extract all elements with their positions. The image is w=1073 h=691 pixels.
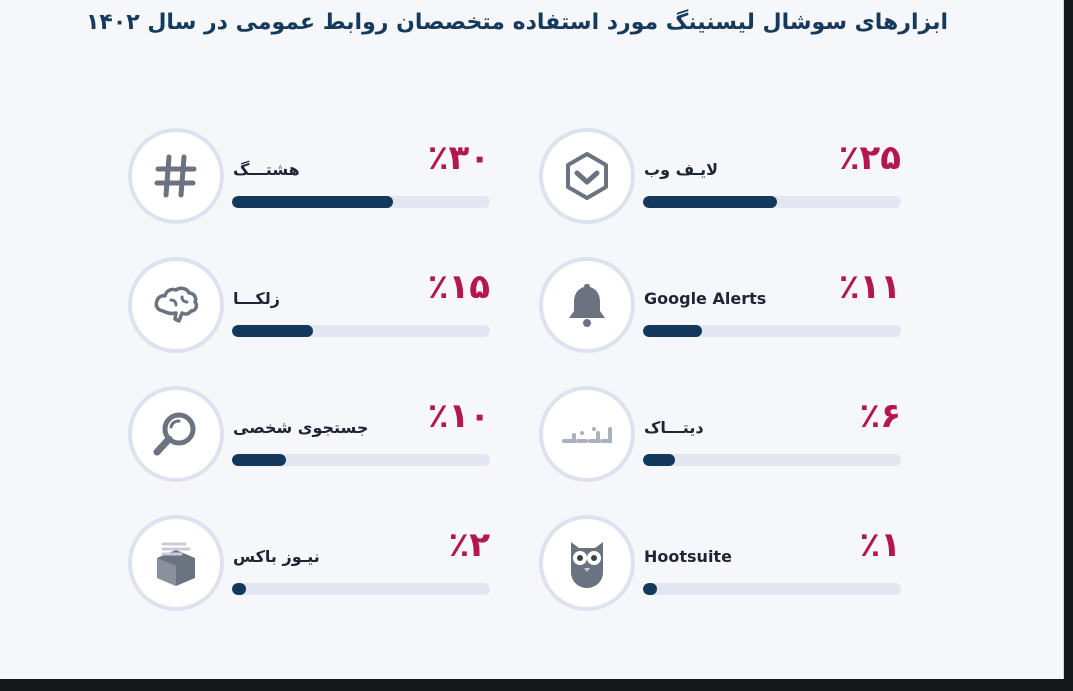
value-label: ٪۱۱ <box>838 267 901 307</box>
bar-card: نیـوز باکس ٪۲ <box>128 515 502 611</box>
owl-icon <box>539 515 635 611</box>
category-label: هشتـــگ <box>233 160 300 179</box>
category-label: زلکـــا <box>233 289 280 308</box>
bar <box>232 325 313 337</box>
hexagon-chevron-icon <box>539 128 635 224</box>
category-label: نیـوز باکس <box>233 547 320 566</box>
brain-icon <box>128 257 224 353</box>
bar <box>232 454 286 466</box>
value-label: ٪۶ <box>859 396 901 436</box>
bar-track <box>232 325 490 337</box>
bell-icon <box>539 257 635 353</box>
hashtag-icon <box>128 128 224 224</box>
datak-logo-icon <box>539 386 635 482</box>
bar-card: زلکـــا ٪۱۵ <box>128 257 502 353</box>
value-label: ٪۲۵ <box>838 138 901 178</box>
bar-card: Google Alerts ٪۱۱ <box>539 257 913 353</box>
bar-track <box>232 454 490 466</box>
bar-track <box>643 325 901 337</box>
value-label: ٪۱ <box>859 525 901 565</box>
category-label: دیتـــاک <box>644 418 704 437</box>
bar-track <box>232 196 490 208</box>
category-label: جستجوی شخصی <box>233 418 369 437</box>
bar <box>643 325 703 337</box>
bar <box>643 454 676 466</box>
bar <box>643 196 778 208</box>
bar <box>232 196 394 208</box>
category-label: لایـف وب <box>644 160 719 179</box>
value-label: ٪۱۰ <box>427 396 490 436</box>
bar-track <box>643 454 901 466</box>
category-label: Hootsuite <box>644 547 732 566</box>
bar-card: دیتـــاک ٪۶ <box>539 386 913 482</box>
category-label: Google Alerts <box>644 289 767 308</box>
infographic-canvas: ابزارهای سوشال لیسنینگ مورد استفاده متخص… <box>0 0 1064 679</box>
bar-card: جستجوی شخصی ٪۱۰ <box>128 386 502 482</box>
value-label: ٪۳۰ <box>427 138 490 178</box>
bar-track <box>232 583 490 595</box>
bar-card: Hootsuite ٪۱ <box>539 515 913 611</box>
magnifier-icon <box>128 386 224 482</box>
bar <box>643 583 657 595</box>
bar <box>232 583 246 595</box>
news-box-icon <box>128 515 224 611</box>
value-label: ٪۲ <box>448 525 490 565</box>
bar-track <box>643 196 901 208</box>
chart-title: ابزارهای سوشال لیسنینگ مورد استفاده متخص… <box>85 10 948 35</box>
bar-card: هشتـــگ ٪۳۰ <box>128 128 502 224</box>
value-label: ٪۱۵ <box>427 267 490 307</box>
bar-card: لایـف وب ٪۲۵ <box>539 128 913 224</box>
bar-track <box>643 583 901 595</box>
